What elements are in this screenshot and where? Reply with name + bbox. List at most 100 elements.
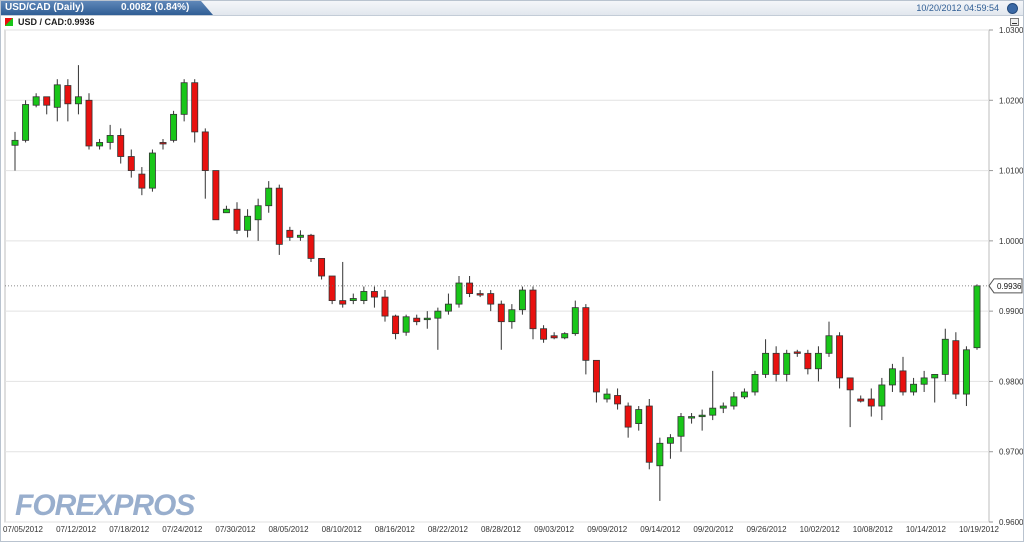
candle-up [730, 396, 738, 407]
candle-up [96, 142, 104, 147]
candle-down [804, 352, 812, 370]
timestamp: 10/20/2012 04:59:54 [916, 3, 999, 13]
candle-up [783, 352, 791, 375]
price-change: 0.0082 (0.84%) [121, 2, 190, 13]
candle-up [635, 409, 643, 424]
candle-up [455, 282, 463, 305]
clock-icon[interactable] [1007, 3, 1018, 14]
y-tick-label: 0.9700 [999, 448, 1023, 457]
candle-down [127, 156, 135, 171]
candle-down [275, 187, 283, 245]
candle-down [85, 99, 93, 147]
candle-down [592, 359, 600, 393]
minimize-icon[interactable] [1010, 18, 1019, 26]
symbol-tab[interactable]: USD/CAD (Daily) 0.0082 (0.84%) [1, 1, 213, 15]
candle-up [920, 377, 928, 385]
y-tick-label: 1.0000 [999, 237, 1023, 246]
candle-up [740, 391, 748, 398]
candle-up [719, 405, 727, 409]
candle-down [201, 131, 209, 171]
x-tick-label: 09/09/2012 [587, 525, 628, 534]
candle-down [286, 229, 294, 238]
candle-up [973, 285, 981, 349]
candle-down [328, 275, 336, 302]
candle-up [656, 442, 664, 467]
x-tick-label: 09/03/2012 [534, 525, 575, 534]
candle-up [22, 104, 30, 141]
candle-down [64, 85, 72, 105]
candle-up [360, 291, 368, 302]
candle-down [159, 142, 167, 145]
candle-up [222, 208, 230, 214]
candle-up [814, 352, 822, 370]
y-tick-label: 1.0200 [999, 96, 1023, 105]
candle-down [318, 258, 326, 277]
candle-up [148, 152, 156, 189]
candle-up [688, 416, 696, 419]
candle-down [529, 289, 537, 330]
candle-up [603, 393, 611, 400]
x-tick-label: 08/16/2012 [375, 525, 416, 534]
y-tick-label: 1.0100 [999, 167, 1023, 176]
candle-down [138, 173, 146, 189]
candle-up [180, 82, 188, 115]
candle-up [878, 384, 886, 407]
candle-down [550, 335, 558, 339]
candle-down [392, 315, 400, 335]
candle-down [117, 135, 125, 157]
x-tick-label: 07/05/2012 [3, 525, 44, 534]
last-price-label: 0.9936 [997, 282, 1022, 291]
candle-down [857, 398, 865, 402]
x-tick-label: 09/20/2012 [693, 525, 734, 534]
candle-down [370, 291, 378, 298]
candle-up [698, 414, 706, 418]
y-tick-label: 1.0300 [999, 26, 1023, 35]
candle-down [624, 405, 632, 428]
candle-up [74, 96, 82, 105]
candle-down [487, 293, 495, 305]
candle-down [540, 328, 548, 340]
candle-down [466, 282, 474, 294]
x-tick-label: 07/24/2012 [162, 525, 203, 534]
candle-legend-icon [5, 18, 13, 26]
y-tick-label: 0.9600 [999, 518, 1023, 527]
candle-down [614, 395, 622, 405]
candle-down [899, 370, 907, 393]
candle-down [582, 307, 590, 361]
candle-up [296, 234, 304, 238]
candle-up [888, 368, 896, 386]
x-tick-label: 10/14/2012 [906, 525, 947, 534]
candle-down [772, 352, 780, 375]
candle-down [645, 405, 653, 463]
candle-down [867, 398, 875, 407]
candle-up [762, 352, 770, 375]
pair-label: USD / CAD:0.9936 [18, 17, 95, 27]
candle-up [751, 373, 759, 393]
candle-up [444, 303, 452, 312]
candle-down [233, 208, 241, 231]
candle-down [793, 351, 801, 354]
candle-down [339, 300, 347, 305]
candle-up [402, 316, 410, 333]
candle-up [508, 309, 516, 323]
candle-down [952, 340, 960, 395]
x-tick-label: 08/10/2012 [322, 525, 363, 534]
candle-up [666, 437, 674, 444]
candle-up [349, 298, 357, 301]
x-tick-label: 08/22/2012 [428, 525, 469, 534]
candle-up [571, 307, 579, 335]
candle-down [191, 82, 199, 133]
x-tick-label: 09/14/2012 [640, 525, 681, 534]
candle-down [43, 96, 51, 106]
candle-down [476, 293, 484, 296]
x-tick-label: 08/05/2012 [269, 525, 310, 534]
chart-header: USD/CAD (Daily) 0.0082 (0.84%) 10/20/201… [1, 1, 1023, 16]
candle-down [307, 234, 315, 259]
candle-up [423, 317, 431, 321]
candle-up [11, 139, 19, 146]
y-tick-label: 0.9900 [999, 307, 1023, 316]
x-tick-label: 08/28/2012 [481, 525, 522, 534]
candle-up [941, 338, 949, 375]
candle-up [244, 215, 252, 231]
